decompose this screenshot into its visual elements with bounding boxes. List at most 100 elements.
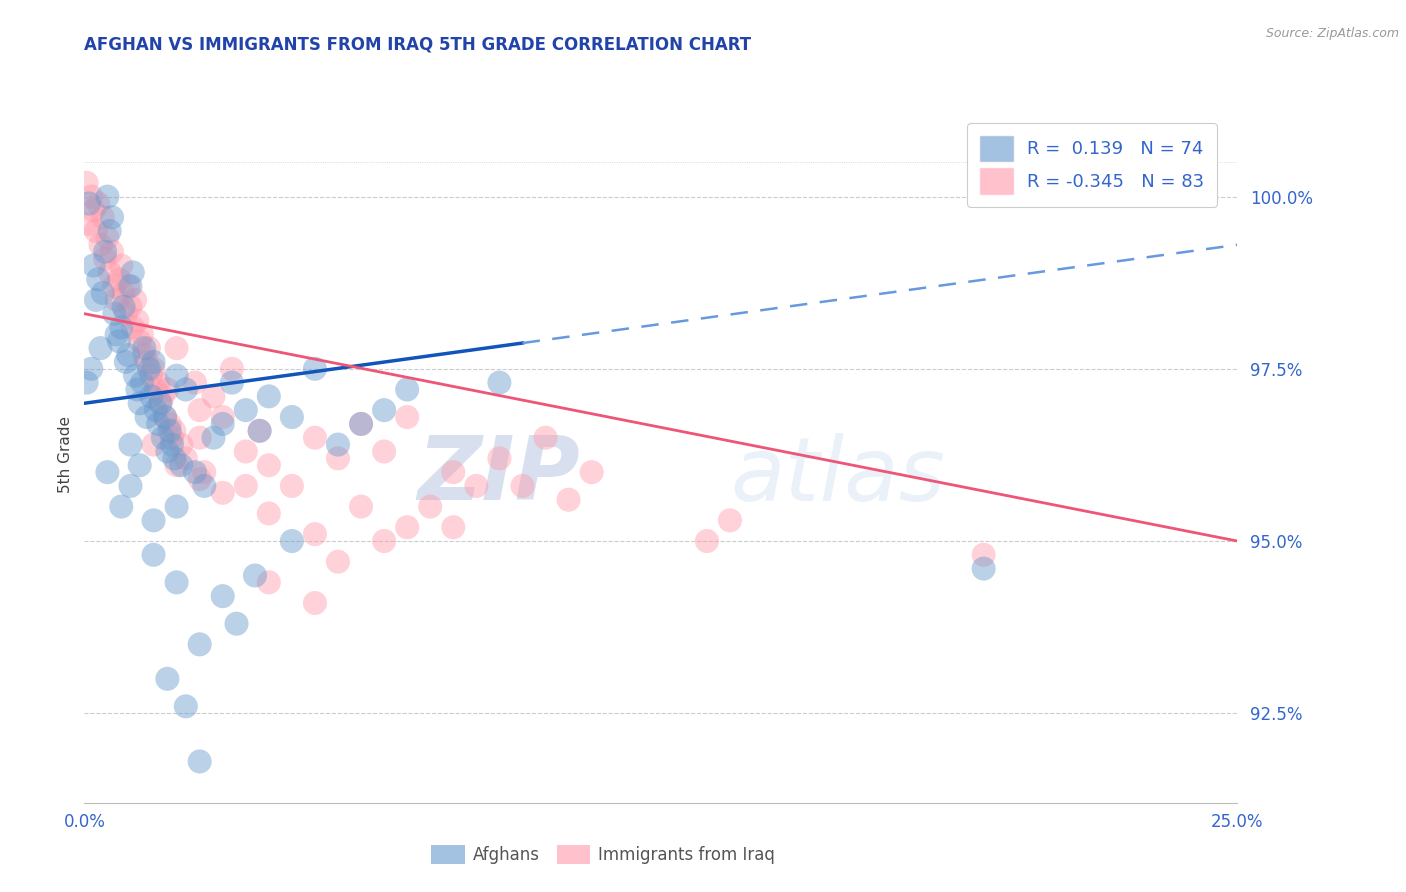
Point (156, 383, 179, 397)
Point (225, 616, 247, 631)
Point (174, 383, 197, 397)
Point (142, 437, 165, 451)
Point (281, 534, 304, 549)
Point (257, 507, 280, 521)
Point (120, 437, 142, 451)
Point (184, 376, 207, 390)
Point (83, 203, 105, 218)
Point (128, 396, 150, 410)
Point (557, 492, 579, 507)
Point (127, 313, 149, 327)
Point (103, 307, 125, 321)
Point (488, 376, 510, 390)
Point (166, 458, 188, 473)
Point (243, 568, 266, 582)
Point (135, 355, 157, 369)
Point (174, 699, 197, 714)
Point (84, 293, 107, 307)
Point (202, 389, 225, 403)
Point (174, 451, 197, 466)
Point (120, 279, 142, 293)
Text: AFGHAN VS IMMIGRANTS FROM IRAQ 5TH GRADE CORRELATION CHART: AFGHAN VS IMMIGRANTS FROM IRAQ 5TH GRADE… (84, 36, 751, 54)
Point (581, 465, 603, 479)
Y-axis label: 5th Grade: 5th Grade (58, 417, 73, 493)
Point (188, 472, 211, 486)
Point (170, 458, 193, 473)
Point (221, 361, 243, 376)
Point (138, 341, 160, 355)
Point (718, 513, 741, 527)
Point (188, 403, 211, 417)
Point (149, 396, 172, 410)
Point (373, 403, 395, 417)
Point (91, 286, 114, 301)
Point (188, 431, 211, 445)
Point (211, 589, 233, 603)
Point (184, 465, 207, 479)
Point (110, 259, 132, 273)
Point (131, 376, 153, 390)
Point (134, 348, 156, 362)
Point (152, 431, 174, 445)
Point (98, 224, 121, 238)
Point (159, 424, 181, 438)
Point (91, 211, 114, 225)
Point (87, 272, 110, 286)
Text: atlas: atlas (730, 433, 945, 519)
Point (94, 244, 117, 259)
Text: ZIP: ZIP (418, 433, 581, 519)
Legend: Afghans, Immigrants from Iraq: Afghans, Immigrants from Iraq (425, 838, 782, 871)
Point (202, 431, 225, 445)
Point (152, 389, 174, 403)
Point (249, 424, 271, 438)
Point (153, 410, 176, 425)
Point (101, 244, 124, 259)
Point (235, 444, 257, 458)
Point (87, 196, 110, 211)
Point (396, 410, 419, 425)
Point (112, 300, 135, 314)
Point (188, 755, 211, 769)
Point (98, 265, 121, 279)
Point (166, 500, 188, 514)
Point (105, 293, 128, 307)
Point (120, 300, 142, 314)
Point (249, 424, 271, 438)
Point (124, 293, 146, 307)
Point (973, 548, 995, 562)
Point (108, 334, 131, 349)
Point (94, 252, 117, 266)
Point (696, 534, 718, 549)
Point (101, 211, 124, 225)
Point (257, 458, 280, 473)
Point (115, 355, 138, 369)
Point (235, 479, 257, 493)
Point (128, 334, 150, 349)
Point (326, 555, 349, 569)
Point (89, 341, 111, 355)
Point (89, 237, 111, 252)
Point (121, 265, 143, 279)
Point (77, 217, 100, 231)
Point (134, 341, 156, 355)
Point (80, 189, 103, 203)
Point (156, 672, 179, 686)
Point (170, 437, 193, 451)
Point (193, 479, 215, 493)
Point (145, 383, 167, 397)
Point (117, 279, 139, 293)
Point (115, 307, 138, 321)
Point (350, 417, 373, 431)
Point (124, 368, 146, 383)
Point (96, 231, 118, 245)
Point (166, 341, 188, 355)
Point (110, 320, 132, 334)
Point (128, 458, 150, 473)
Point (281, 410, 304, 425)
Point (163, 451, 186, 466)
Point (96, 189, 118, 203)
Point (108, 272, 131, 286)
Point (973, 561, 995, 575)
Point (80, 361, 103, 376)
Point (163, 424, 186, 438)
